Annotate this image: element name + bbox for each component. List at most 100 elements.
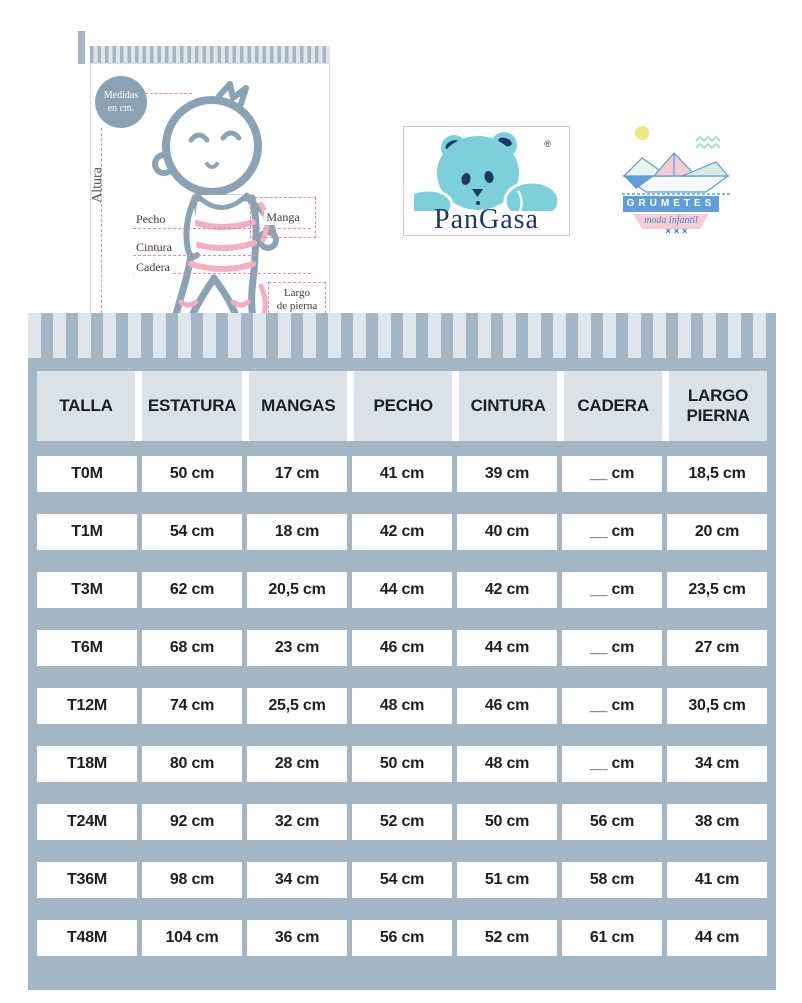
measurement-cell: 41 cm [352, 456, 452, 492]
measurement-cell: 38 cm [667, 804, 767, 840]
table-row: T18M 80 cm 28 cm 50 cm 48 cm __ cm 34 cm [37, 746, 767, 782]
measurement-cell: 20,5 cm [247, 572, 347, 608]
largo-label-line1: Largo [282, 287, 312, 300]
measurement-cell: 80 cm [142, 746, 242, 782]
largo-pierna-measure-box: Largo de pierna [268, 282, 326, 318]
measurement-cell: 25,5 cm [247, 688, 347, 724]
measurement-cell: 74 cm [142, 688, 242, 724]
pecho-label: Pecho [134, 212, 168, 227]
pangasa-bear-icon [414, 132, 559, 211]
measurement-cell: 18,5 cm [667, 456, 767, 492]
measurement-cell: 48 cm [457, 746, 557, 782]
table-body: T0M 50 cm 17 cm 41 cm 39 cm __ cm 18,5 cm T1M 54… [37, 456, 767, 956]
measurement-cell: 46 cm [457, 688, 557, 724]
measurement-cell: 23,5 cm [667, 572, 767, 608]
measurement-cell: 52 cm [352, 804, 452, 840]
head-top-line [145, 93, 192, 94]
column-header: TALLA [37, 371, 135, 441]
size-label-cell: T1M [37, 514, 137, 550]
measurement-card: Medidas en cm. Altura Pecho Cintura Cade… [78, 30, 330, 343]
size-label-cell: T36M [37, 862, 137, 898]
table-header-row: TALLA ESTATURA MANGAS PECHO CINTURA CADERA LAR… [37, 371, 767, 441]
grumetes-xxx-marks: ××× [665, 226, 691, 236]
measurement-cell: 27 cm [667, 630, 767, 666]
altura-label: Altura [90, 167, 105, 203]
measurement-cell: 98 cm [142, 862, 242, 898]
measurement-cell: 92 cm [142, 804, 242, 840]
medidas-badge-line1: Medidas [103, 90, 139, 101]
table-row: T0M 50 cm 17 cm 41 cm 39 cm __ cm 18,5 cm [37, 456, 767, 492]
pangasa-logo: ® PanGasa [403, 126, 570, 236]
measurement-cell: 56 cm [352, 920, 452, 956]
table-striped-band [28, 313, 776, 358]
measurement-cell: 20 cm [667, 514, 767, 550]
measurement-cell: 36 cm [247, 920, 347, 956]
measurement-cell: 18 cm [247, 514, 347, 550]
measurement-cell: 40 cm [457, 514, 557, 550]
column-header: LARGO PIERNA [669, 371, 767, 441]
measurement-cell: 50 cm [142, 456, 242, 492]
column-header: ESTATURA [141, 371, 243, 441]
measurement-cell: 50 cm [457, 804, 557, 840]
measurement-cell: 32 cm [247, 804, 347, 840]
registered-mark: ® [544, 139, 551, 149]
largo-label-line2: de pierna [275, 300, 319, 313]
column-header: CADERA [564, 371, 663, 441]
measurement-cell: __ cm [562, 630, 662, 666]
table-row: T12M 74 cm 25,5 cm 48 cm 46 cm __ cm 30,5 cm [37, 688, 767, 724]
pecho-line [133, 228, 311, 229]
measurement-cell: 51 cm [457, 862, 557, 898]
measurement-cell: 34 cm [247, 862, 347, 898]
card-corner-notch [78, 31, 85, 64]
measurement-cell: 44 cm [667, 920, 767, 956]
cintura-label: Cintura [134, 240, 174, 255]
cadera-label: Cadera [134, 260, 172, 275]
measurement-cell: 30,5 cm [667, 688, 767, 724]
measurement-cell: 42 cm [352, 514, 452, 550]
sun-icon [635, 126, 649, 140]
table-row: T48M 104 cm 36 cm 56 cm 52 cm 61 cm 44 cm [37, 920, 767, 956]
measurement-cell: __ cm [562, 746, 662, 782]
measurement-cell: 54 cm [142, 514, 242, 550]
altura-vertical-line [101, 128, 102, 333]
paper-boat-icon [622, 152, 730, 195]
measurement-cell: __ cm [562, 688, 662, 724]
table-row: T1M 54 cm 18 cm 42 cm 40 cm __ cm 20 cm [37, 514, 767, 550]
size-label-cell: T0M [37, 456, 137, 492]
grumetes-brand-name: GRUMETES [623, 196, 719, 212]
size-label-cell: T3M [37, 572, 137, 608]
size-label-cell: T24M [37, 804, 137, 840]
measurement-cell: 42 cm [457, 572, 557, 608]
measurement-cell: 44 cm [352, 572, 452, 608]
measurement-cell: 56 cm [562, 804, 662, 840]
column-header: MANGAS [249, 371, 348, 441]
measurement-cell: 68 cm [142, 630, 242, 666]
measurement-cell: __ cm [562, 514, 662, 550]
card-body: Medidas en cm. Altura Pecho Cintura Cade… [90, 63, 330, 343]
measurement-cell: 34 cm [667, 746, 767, 782]
size-label-cell: T48M [37, 920, 137, 956]
size-label-cell: T18M [37, 746, 137, 782]
measurement-cell: 62 cm [142, 572, 242, 608]
manga-measure-box: Manga [250, 197, 316, 238]
measurement-cell: 54 cm [352, 862, 452, 898]
measurement-cell: 44 cm [457, 630, 557, 666]
size-table-panel: TALLA ESTATURA MANGAS PECHO CINTURA CADERA LAR… [28, 313, 776, 990]
grumetes-tagline: moda infantil [633, 214, 709, 229]
card-striped-band [90, 46, 330, 63]
table-row: T24M 92 cm 32 cm 52 cm 50 cm 56 cm 38 cm [37, 804, 767, 840]
medidas-badge-line2: en cm. [107, 103, 135, 114]
measurement-cell: 23 cm [247, 630, 347, 666]
manga-label: Manga [264, 210, 302, 225]
size-label-cell: T12M [37, 688, 137, 724]
column-header: CINTURA [459, 371, 558, 441]
measurement-cell: 58 cm [562, 862, 662, 898]
table-row: T36M 98 cm 34 cm 54 cm 51 cm 58 cm 41 cm [37, 862, 767, 898]
measurement-cell: 17 cm [247, 456, 347, 492]
size-label-cell: T6M [37, 630, 137, 666]
measurement-cell: 28 cm [247, 746, 347, 782]
medidas-badge: Medidas en cm. [95, 76, 147, 128]
zigzag-icon [695, 135, 721, 150]
measurement-cell: 39 cm [457, 456, 557, 492]
measurement-cell: __ cm [562, 456, 662, 492]
